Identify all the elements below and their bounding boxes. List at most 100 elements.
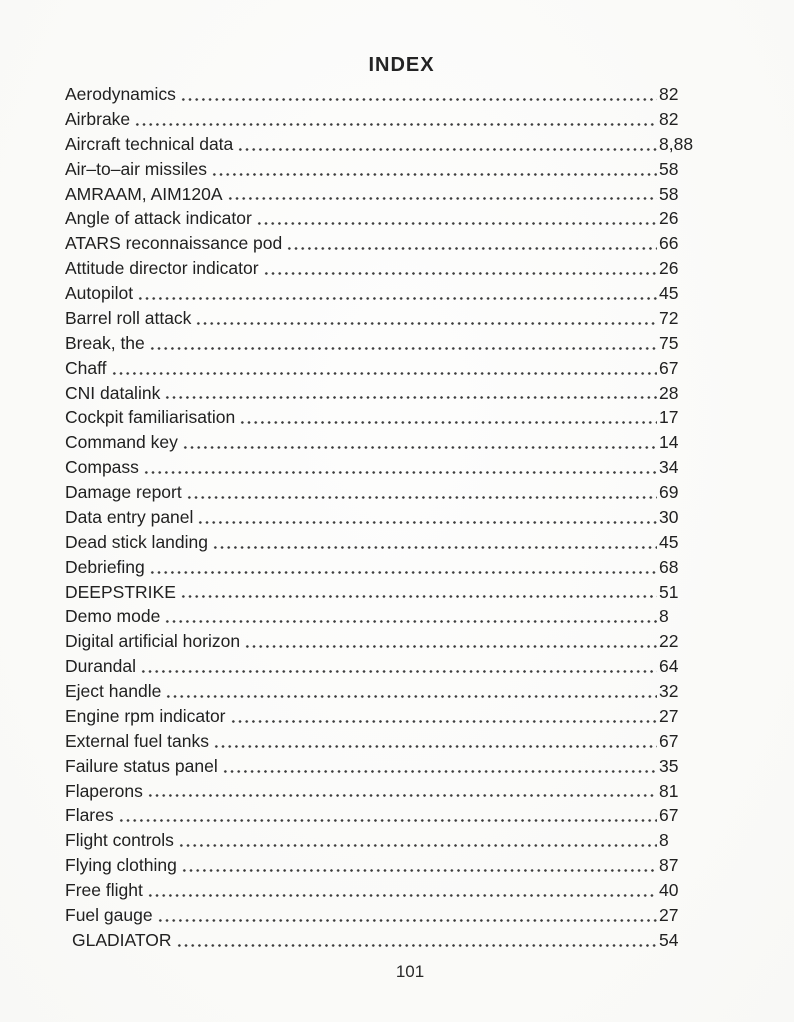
index-entry: Dead stick landing 45 [65,529,699,555]
entry-page-number: 82 [659,84,679,104]
dot-leader [177,828,657,854]
index-entry: Break, the 75 [65,330,699,356]
dot-leader [146,878,657,903]
dot-leader [195,305,657,331]
index-entry: Autopilot 45 [65,281,699,306]
entry-label: GLADIATOR [72,929,172,950]
dot-leader [148,330,657,356]
entry-label: Fuel gauge [65,904,153,925]
dot-leader [221,753,657,779]
index-entry: Durandal 64 [65,654,699,679]
entry-label: Autopilot [65,283,134,303]
entry-page-number: 87 [659,855,679,876]
entry-label: Aerodynamics [65,84,176,104]
index-entry: Aircraft technical data 8,88 [65,131,699,157]
entry-page-number: 54 [659,929,679,950]
dot-leader [197,504,657,530]
dot-leader [210,156,657,182]
entry-label: Eject handle [65,681,162,701]
index-entry: Demo mode 8 [65,604,699,630]
entry-page-number: 30 [659,506,679,527]
entry-page-number: 22 [659,631,679,652]
index-entry: Command key 14 [65,430,699,456]
index-entry: Eject handle 32 [65,679,699,704]
dot-leader [140,654,657,679]
entry-label: Dead stick landing [65,531,208,552]
index-entry: Compass 34 [65,455,699,480]
entry-label: Damage report [65,482,182,502]
index-entry: Airbrake 82 [65,106,699,132]
dot-leader [164,604,657,630]
dot-leader [110,355,657,381]
entry-label: Demo mode [65,606,161,627]
entry-page-number: 40 [659,880,679,900]
entry-label: Airbrake [65,108,131,129]
entry-page-number: 34 [659,457,679,478]
entry-page-number: 35 [659,755,679,776]
index-entry: Aerodynamics 82 [65,82,699,107]
entry-page-number: 32 [659,681,679,701]
index-entry: AMRAAM, AIM120A 58 [65,181,699,207]
entry-page-number: 14 [659,432,679,453]
index-entry: Attitude director indicator 26 [65,256,699,281]
entry-page-number: 64 [659,656,679,677]
dot-leader [237,131,657,157]
entry-page-number: 68 [659,556,679,577]
dot-leader [226,181,657,207]
entry-label: Digital artificial horizon [65,631,241,652]
entry-page-number: 26 [659,208,679,229]
entry-label: Compass [65,457,139,478]
index-entry: Chaff 67 [65,355,699,381]
dot-leader [229,703,657,729]
dot-leader [146,778,657,804]
entry-label: Flares [65,805,114,826]
entry-page-number: 28 [659,382,679,403]
entry-page-number: 75 [659,332,679,353]
entry-page-number: 45 [659,531,679,552]
dot-leader [156,902,657,928]
entry-page-number: 81 [659,780,679,801]
dot-leader [212,728,657,754]
entry-page-number: 17 [659,407,679,428]
entry-page-number: 58 [659,158,679,179]
index-entry: Failure status panel 35 [65,753,699,779]
index-entry: Fuel gauge 27 [65,902,699,928]
entry-page-number: 82 [659,108,679,129]
entry-label: Debriefing [65,556,145,577]
dot-leader [255,206,657,232]
index-entry: Flight controls 8 [65,828,699,854]
dot-leader [165,679,657,704]
entry-page-number: 8 [659,606,669,627]
entry-label: Engine rpm indicator [65,705,226,726]
index-entry: Air–to–air missiles 58 [65,156,699,182]
index-entry: Flying clothing 87 [65,853,699,878]
index-entry: Barrel roll attack 72 [65,305,699,331]
entry-label: Command key [65,432,178,453]
index-entry: DEEPSTRIKE 51 [65,579,699,605]
entry-label: CNI datalink [65,382,161,403]
dot-leader [286,231,657,257]
entry-page-number: 26 [659,258,679,279]
entry-page-number: 69 [659,482,679,502]
dot-leader [185,480,657,505]
entry-label: Aircraft technical data [65,133,234,154]
index-entry: Engine rpm indicator 27 [65,703,699,729]
dot-leader [179,82,657,107]
dot-leader [164,380,657,406]
entry-label: Air–to–air missiles [65,158,207,179]
dot-leader [148,554,657,580]
dot-leader [212,529,657,555]
entry-page-number: 72 [659,307,679,328]
entry-label: Flight controls [65,830,174,851]
entry-label: Chaff [65,357,107,378]
entry-page-number: 27 [659,904,679,925]
entry-page-number: 27 [659,705,679,726]
entry-page-number: 8 [659,830,669,851]
dot-leader [175,927,657,953]
index-entry: GLADIATOR 54 [65,927,699,953]
index-entry: Damage report 69 [65,480,699,505]
entry-page-number: 45 [659,283,679,303]
index-entry: Cockpit familiarisation 17 [65,405,699,431]
footer-page-number: 101 [395,962,425,981]
index-entry: Debriefing 68 [65,554,699,580]
